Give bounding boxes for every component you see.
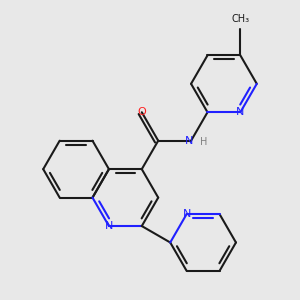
Text: N: N: [185, 136, 194, 146]
Text: N: N: [182, 209, 191, 219]
Text: O: O: [137, 107, 146, 117]
Text: N: N: [236, 107, 244, 117]
Text: H: H: [200, 137, 208, 147]
Text: CH₃: CH₃: [231, 14, 249, 24]
Text: N: N: [105, 221, 113, 231]
